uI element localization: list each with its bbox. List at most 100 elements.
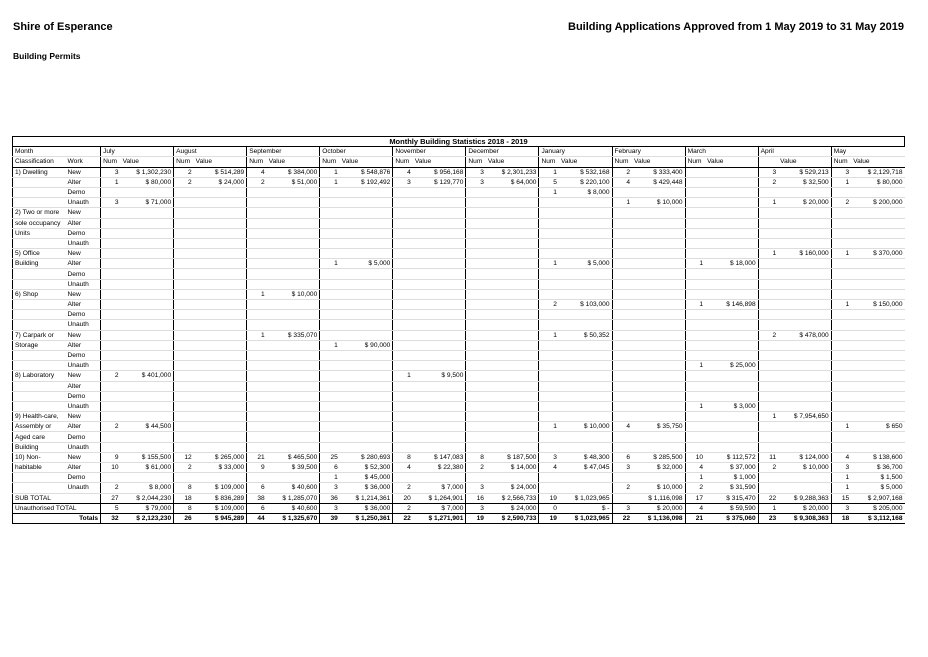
num-cell <box>684 166 706 178</box>
num-cell <box>684 329 706 341</box>
value-cell <box>558 381 613 392</box>
value-cell: $ 36,000 <box>339 482 393 494</box>
value-cell <box>558 360 613 372</box>
value-cell: $ 37,000 <box>705 462 759 474</box>
value-cell <box>266 391 320 402</box>
value-cell <box>851 360 905 372</box>
cell <box>65 146 101 158</box>
num-cell <box>319 248 340 260</box>
classification: 2) Two or more <box>11 207 66 219</box>
value-cell <box>558 391 613 402</box>
value-cell <box>412 299 466 311</box>
num-cell <box>246 421 267 433</box>
num-cell <box>173 197 194 209</box>
table-row: 1) Dwelling New 3 $ 1,302,230 2 $ 514,289 4 $ 3… <box>11 166 905 178</box>
num-cell: 3 <box>538 451 559 464</box>
value-cell <box>705 431 759 443</box>
classification <box>11 350 66 362</box>
num-cell: 4 <box>684 503 706 514</box>
work-type: New <box>65 288 101 301</box>
work-type: New <box>65 411 101 423</box>
num-cell: 1 <box>538 187 559 199</box>
value-cell <box>120 207 174 219</box>
value-cell <box>266 411 320 423</box>
num-cell <box>319 401 340 413</box>
value-cell <box>851 207 905 219</box>
num-cell: 1 <box>538 258 559 270</box>
num-cell <box>684 411 706 423</box>
num-cell <box>538 370 559 382</box>
value-cell: $ - <box>558 503 613 514</box>
sub-header: Value <box>778 156 832 168</box>
value-cell: $ 1,116,098 <box>632 492 686 504</box>
value-cell <box>705 442 759 453</box>
num-cell: 2 <box>173 462 194 474</box>
classification <box>11 309 66 321</box>
num-cell <box>246 248 267 260</box>
value-cell <box>632 258 686 270</box>
num-cell: 8 <box>392 451 413 464</box>
value-cell <box>705 319 759 331</box>
num-cell <box>757 350 779 362</box>
num-cell: 1 <box>611 197 633 209</box>
value-cell: $ 384,000 <box>266 166 320 178</box>
num-cell <box>100 218 121 229</box>
value-cell <box>485 248 539 260</box>
table-row: 6) Shop New 1 $ 10,000 <box>11 288 905 301</box>
value-cell <box>120 268 174 280</box>
value-cell <box>558 279 613 290</box>
value-cell: $ 50,352 <box>558 329 613 341</box>
work-type: Unauth <box>65 197 101 209</box>
num-cell: 6 <box>611 451 633 464</box>
sub-header: Num <box>830 156 852 168</box>
num-cell <box>538 288 559 301</box>
value-cell: $ 1,302,230 <box>120 166 174 178</box>
value-cell <box>120 401 174 413</box>
table-row: Demo 1 $ 8,000 <box>11 187 905 199</box>
value-cell <box>705 207 759 219</box>
value-cell <box>193 391 247 402</box>
value-cell: $ 9,288,363 <box>778 492 832 504</box>
num-cell: 3 <box>830 503 852 514</box>
work-type: Unauth <box>65 238 101 250</box>
value-cell <box>485 442 539 453</box>
value-cell <box>705 166 759 178</box>
table-row: Building Alter 1 $ 5,000 1 $ 5,000 1 $ 18,000 <box>11 258 905 270</box>
classification <box>11 381 66 392</box>
num-cell <box>611 381 633 392</box>
value-cell <box>412 472 466 484</box>
table-row: Unauth <box>11 238 905 250</box>
value-cell: $ 370,000 <box>851 248 905 260</box>
num-cell <box>246 340 267 351</box>
classification: Storage <box>11 340 66 351</box>
num-cell: 8 <box>465 451 486 464</box>
num-cell: 1 <box>830 472 852 484</box>
sub-header: Num <box>538 156 559 168</box>
num-cell: 2 <box>611 166 633 178</box>
value-cell <box>193 329 247 341</box>
num-cell <box>538 472 559 484</box>
classification <box>11 268 66 280</box>
num-cell <box>830 431 852 443</box>
num-cell <box>465 370 486 382</box>
value-cell <box>632 411 686 423</box>
value-cell <box>266 258 320 270</box>
value-cell <box>705 381 759 392</box>
value-cell <box>851 401 905 413</box>
value-cell <box>120 411 174 423</box>
classification <box>11 299 66 311</box>
classification: Assembly or <box>11 421 66 433</box>
value-cell <box>632 401 686 413</box>
value-cell <box>412 309 466 321</box>
num-cell: 2 <box>684 482 706 494</box>
table-row: Aged care Demo <box>11 431 905 443</box>
num-cell <box>246 228 267 239</box>
work-type: New <box>65 451 101 464</box>
sub-header <box>757 156 779 168</box>
value-cell <box>705 309 759 321</box>
num-cell <box>246 299 267 311</box>
value-cell <box>705 350 759 362</box>
value-cell <box>339 279 393 290</box>
value-cell <box>851 319 905 331</box>
value-cell: $ 40,600 <box>266 503 320 514</box>
